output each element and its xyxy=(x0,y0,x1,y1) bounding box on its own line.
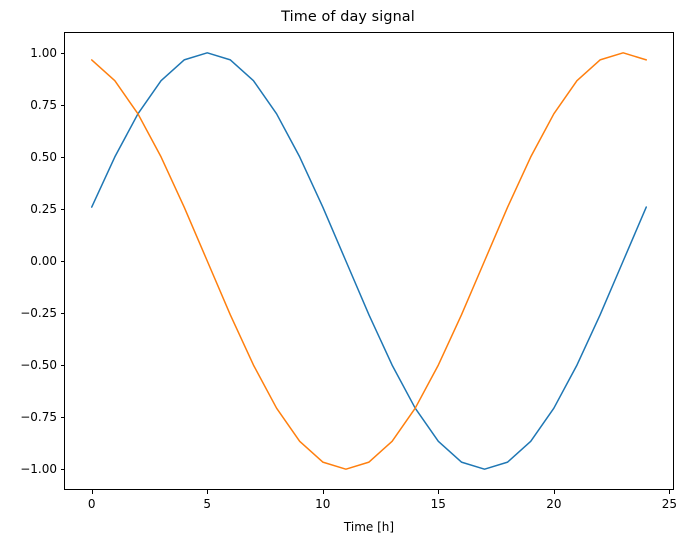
y-tick-mark xyxy=(60,208,64,210)
y-tick-mark xyxy=(60,261,64,262)
x-tick-label: 0 xyxy=(87,497,96,511)
y-tick-label: 0.00 xyxy=(30,254,57,268)
x-tick-mark xyxy=(207,490,209,494)
y-tick-label: 1.00 xyxy=(30,45,57,60)
x-tick-mark xyxy=(438,490,440,494)
x-tick-label: 10 xyxy=(315,497,331,511)
line-series-1 xyxy=(90,52,648,470)
y-tick-mark xyxy=(60,104,64,106)
x-axis-label: Time [h] xyxy=(343,520,395,534)
x-tick-label: 15 xyxy=(430,497,446,511)
y-tick-mark xyxy=(60,313,64,315)
x-tick-mark xyxy=(91,490,93,494)
x-tick-mark xyxy=(322,490,324,494)
y-tick-mark xyxy=(60,469,64,471)
x-tick-label: 25 xyxy=(661,497,678,511)
y-tick-label: −0.25 xyxy=(20,306,57,321)
x-tick-mark xyxy=(553,490,555,494)
y-tick-mark xyxy=(60,365,64,367)
x-tick-label: 20 xyxy=(546,497,562,511)
chart-title: Time of day signal xyxy=(281,9,415,25)
line-series-0 xyxy=(90,52,648,470)
y-tick-label: 0.25 xyxy=(30,201,57,216)
y-tick-label: 0.75 xyxy=(30,97,57,112)
y-tick-label: −0.75 xyxy=(20,410,57,425)
plot-area xyxy=(64,32,674,490)
x-tick-mark xyxy=(669,490,671,494)
y-tick-mark xyxy=(60,52,64,54)
y-tick-label: 0.50 xyxy=(30,149,57,164)
y-tick-label: −0.50 xyxy=(20,358,57,373)
y-tick-mark xyxy=(60,417,64,419)
plot-lines xyxy=(90,52,648,470)
x-tick-label: 5 xyxy=(203,497,212,511)
y-tick-label: −1.00 xyxy=(20,462,57,477)
y-tick-mark xyxy=(60,156,64,158)
